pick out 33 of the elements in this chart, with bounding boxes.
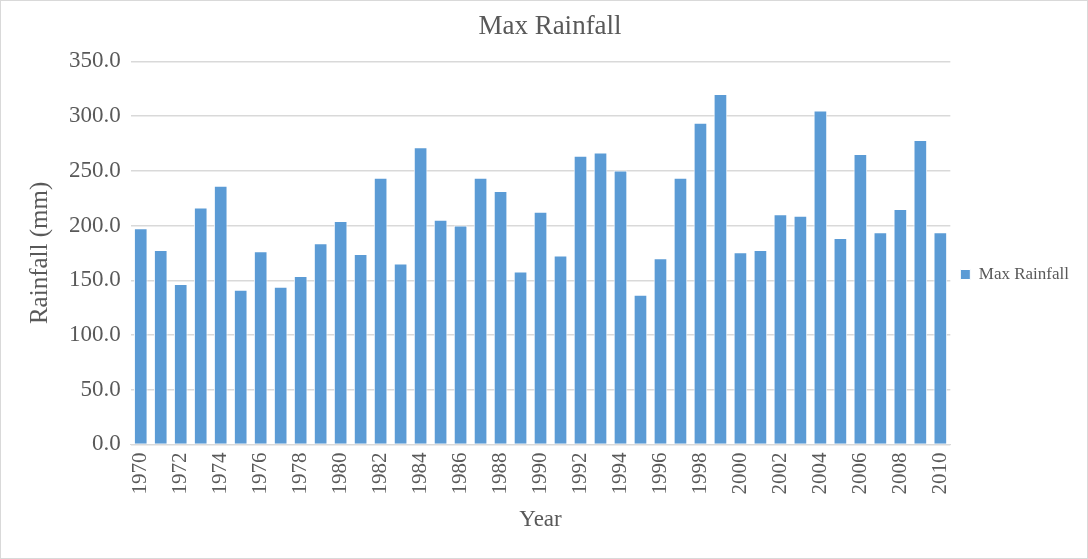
- y-tick-label: 0.0: [92, 430, 121, 456]
- x-tick-label: 1992: [567, 452, 592, 495]
- legend-label: Max Rainfall: [978, 263, 1070, 283]
- y-tick-label: 50.0: [80, 375, 121, 401]
- x-tick-label: 1990: [527, 452, 552, 495]
- x-tick-label: 1970: [127, 452, 152, 495]
- x-tick-label: 2004: [806, 451, 831, 495]
- x-tick-label: 1974: [207, 451, 232, 495]
- y-tick-label: 200.0: [69, 211, 121, 237]
- x-tick-label: 1996: [646, 452, 671, 495]
- y-tick-label: 100.0: [69, 321, 121, 347]
- x-tick-label: 1972: [167, 452, 192, 495]
- y-tick-label: 350.0: [69, 47, 121, 73]
- x-tick-label: 1984: [407, 451, 432, 495]
- chart-title: Max Rainfall: [478, 10, 622, 41]
- x-tick-label: 1982: [367, 452, 392, 495]
- x-tick-label: 2008: [886, 452, 911, 495]
- y-axis-title: Rainfall (mm): [24, 181, 53, 325]
- x-tick-label: 1994: [607, 451, 632, 495]
- y-tick-label: 150.0: [69, 266, 121, 292]
- x-tick-label: 1986: [447, 452, 472, 495]
- x-tick-label: 1988: [487, 452, 512, 495]
- y-tick-label: 250.0: [69, 156, 121, 182]
- x-tick-label: 1976: [247, 452, 272, 495]
- x-tick-label: 1998: [686, 452, 711, 495]
- x-tick-label: 2000: [726, 452, 751, 495]
- x-tick-label: 2002: [766, 452, 791, 495]
- x-tick-label: 1980: [327, 452, 352, 495]
- x-axis-title: Year: [519, 506, 563, 532]
- x-tick-label: 1978: [287, 452, 312, 495]
- y-tick-label: 300.0: [69, 102, 121, 128]
- x-tick-label: 2006: [846, 452, 871, 495]
- x-tick-label: 2010: [926, 452, 951, 495]
